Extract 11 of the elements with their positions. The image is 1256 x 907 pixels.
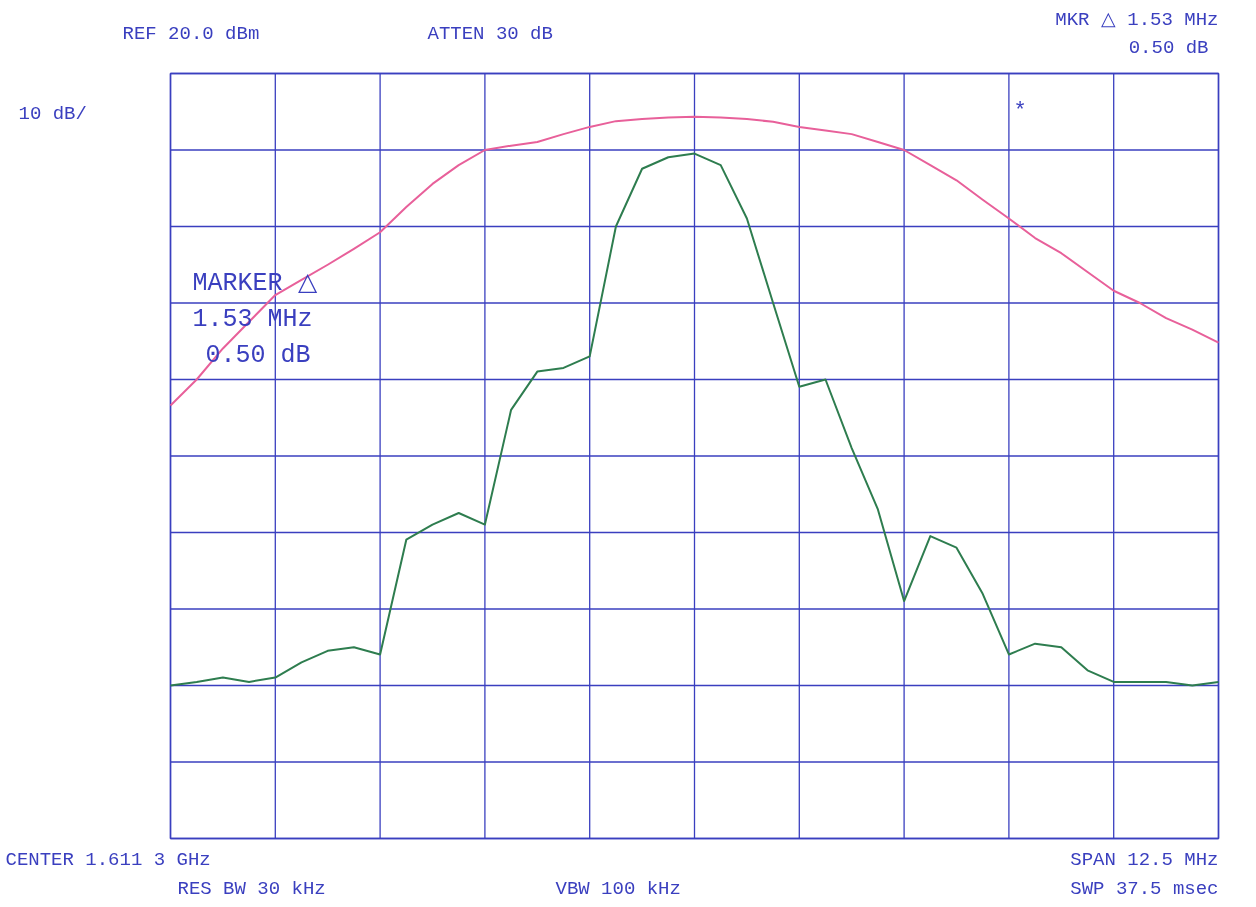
text: 10 dB/ <box>18 102 87 125</box>
annotation: * <box>1013 98 1027 124</box>
text: 0.50 dB <box>1128 36 1209 59</box>
text: SWP 37.5 msec <box>1070 877 1219 900</box>
text: SPAN 12.5 MHz <box>1070 848 1219 871</box>
text: MKR △ 1.53 MHz <box>1055 8 1219 31</box>
text: ATTEN 30 dB <box>427 22 553 45</box>
text: RES BW 30 kHz <box>177 877 326 900</box>
text: REF 20.0 dBm <box>122 22 260 45</box>
text: VBW 100 kHz <box>555 877 681 900</box>
text: CENTER 1.611 3 GHz <box>5 848 211 871</box>
